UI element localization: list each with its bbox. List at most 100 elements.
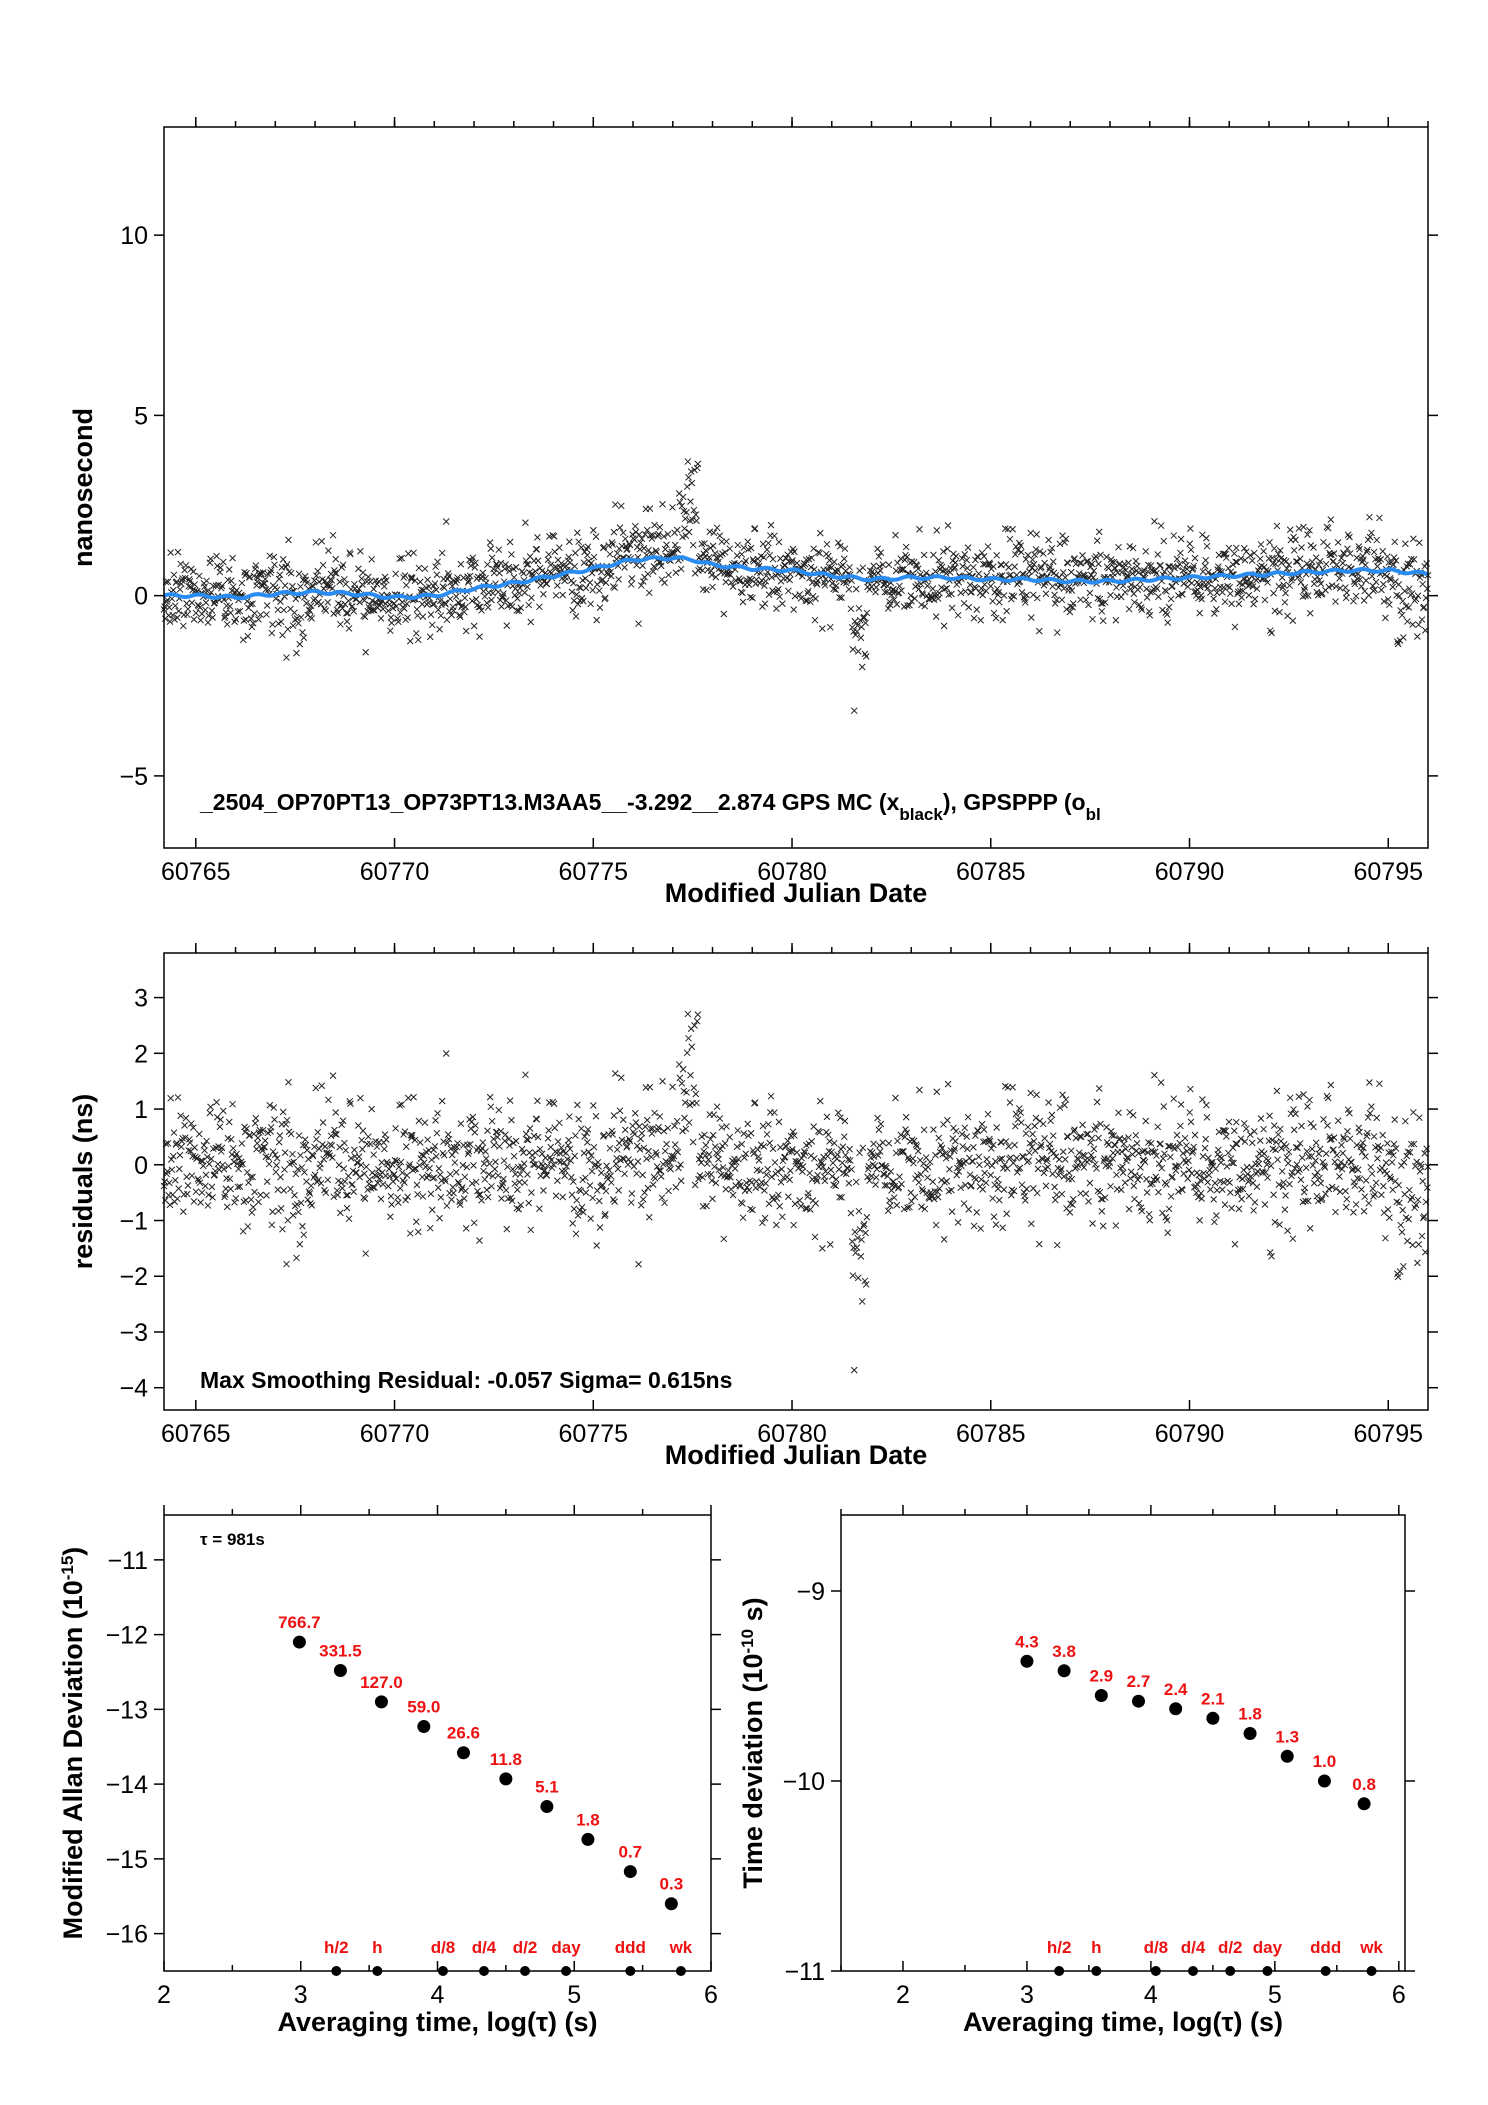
residual-point	[1233, 1140, 1241, 1148]
residual-point	[167, 1156, 175, 1163]
data-point	[1170, 532, 1178, 539]
residual-point	[406, 1230, 414, 1237]
residual-point	[203, 1153, 211, 1161]
residual-point	[1365, 1199, 1373, 1207]
residual-point	[818, 1159, 825, 1167]
data-point	[812, 595, 819, 602]
residual-point	[1400, 1158, 1408, 1166]
data-point	[1399, 597, 1407, 605]
data-point	[349, 603, 356, 610]
residual-point	[383, 1158, 391, 1166]
residual-point	[530, 1132, 538, 1140]
residual-point	[632, 1119, 640, 1126]
residual-point	[841, 1117, 849, 1125]
residual-point	[1316, 1174, 1323, 1182]
residual-point	[836, 1193, 843, 1201]
data-point	[621, 563, 628, 571]
residual-point	[362, 1163, 370, 1171]
residual-point	[988, 1145, 995, 1152]
residual-point	[705, 1156, 712, 1164]
data-point	[356, 598, 364, 606]
residual-point	[868, 1172, 875, 1180]
x-tick-label: 60790	[1155, 1420, 1225, 1448]
residual-point	[789, 1128, 797, 1136]
residual-point	[842, 1170, 850, 1178]
data-point	[240, 617, 248, 624]
data-point	[175, 607, 182, 615]
residual-point	[765, 1120, 772, 1128]
residual-point	[317, 1160, 324, 1168]
data-point	[1092, 553, 1100, 560]
residual-point	[420, 1152, 427, 1159]
residual-point	[1157, 1079, 1165, 1086]
data-point	[703, 586, 710, 594]
residual-point	[763, 1130, 771, 1138]
residual-point	[1048, 1111, 1056, 1119]
residual-point	[838, 1194, 845, 1201]
residual-point	[170, 1129, 178, 1136]
data-point	[1204, 584, 1212, 592]
residual-point	[1149, 1180, 1156, 1187]
data-point	[635, 620, 642, 628]
deviation-point	[1280, 1749, 1294, 1763]
data-point	[279, 556, 287, 563]
x-axis-title: Averaging time, log(τ) (s)	[277, 2007, 597, 2037]
residual-point	[822, 1168, 829, 1175]
residual-point	[418, 1151, 425, 1159]
residual-point	[201, 1147, 208, 1154]
residual-point	[1197, 1189, 1205, 1197]
data-point	[1027, 529, 1034, 537]
residual-point	[421, 1119, 429, 1126]
residual-point	[645, 1147, 652, 1155]
residual-point	[1320, 1162, 1328, 1170]
data-point	[1276, 608, 1283, 616]
residual-point	[740, 1130, 748, 1137]
data-point	[1232, 544, 1240, 552]
data-point	[350, 607, 358, 615]
residual-point	[777, 1178, 785, 1186]
residual-point	[779, 1213, 786, 1221]
residual-point	[446, 1170, 454, 1178]
residual-point	[884, 1172, 891, 1180]
data-point	[1270, 589, 1277, 597]
residual-point	[1092, 1123, 1100, 1130]
residual-point	[651, 1175, 659, 1182]
residual-point	[291, 1191, 298, 1199]
residual-point	[1223, 1162, 1231, 1170]
data-point	[710, 529, 718, 537]
residual-point	[1077, 1133, 1085, 1141]
residual-point	[312, 1084, 320, 1092]
residual-point	[884, 1207, 892, 1215]
residual-point	[1206, 1186, 1214, 1193]
residual-point	[524, 1171, 531, 1178]
point-value-label: 2.9	[1089, 1667, 1113, 1686]
data-point	[360, 597, 368, 604]
residual-point	[470, 1162, 477, 1169]
data-point	[656, 523, 664, 531]
residual-point	[424, 1171, 432, 1179]
residual-point	[555, 1157, 563, 1165]
residual-point	[1302, 1197, 1309, 1205]
residual-point	[1080, 1164, 1088, 1171]
time-marker-label: wk	[1359, 1938, 1383, 1957]
x-tick-label: 60790	[1155, 858, 1225, 886]
data-point	[446, 595, 454, 603]
residual-point	[861, 1277, 869, 1285]
data-point	[643, 526, 651, 534]
residual-point	[890, 1194, 898, 1201]
data-point	[312, 539, 320, 546]
data-point	[745, 581, 753, 589]
time-marker-label: ddd	[1310, 1938, 1341, 1957]
residual-point	[1032, 1114, 1040, 1122]
data-point	[456, 611, 463, 619]
residual-point	[292, 1170, 300, 1178]
data-point	[284, 625, 292, 633]
residual-point	[954, 1164, 961, 1172]
residual-point	[1260, 1150, 1268, 1157]
residual-point	[1064, 1133, 1072, 1141]
residual-point	[397, 1158, 405, 1166]
residual-point	[494, 1133, 501, 1141]
residual-point	[386, 1213, 394, 1221]
residual-point	[509, 1165, 517, 1173]
residual-point	[311, 1143, 318, 1151]
